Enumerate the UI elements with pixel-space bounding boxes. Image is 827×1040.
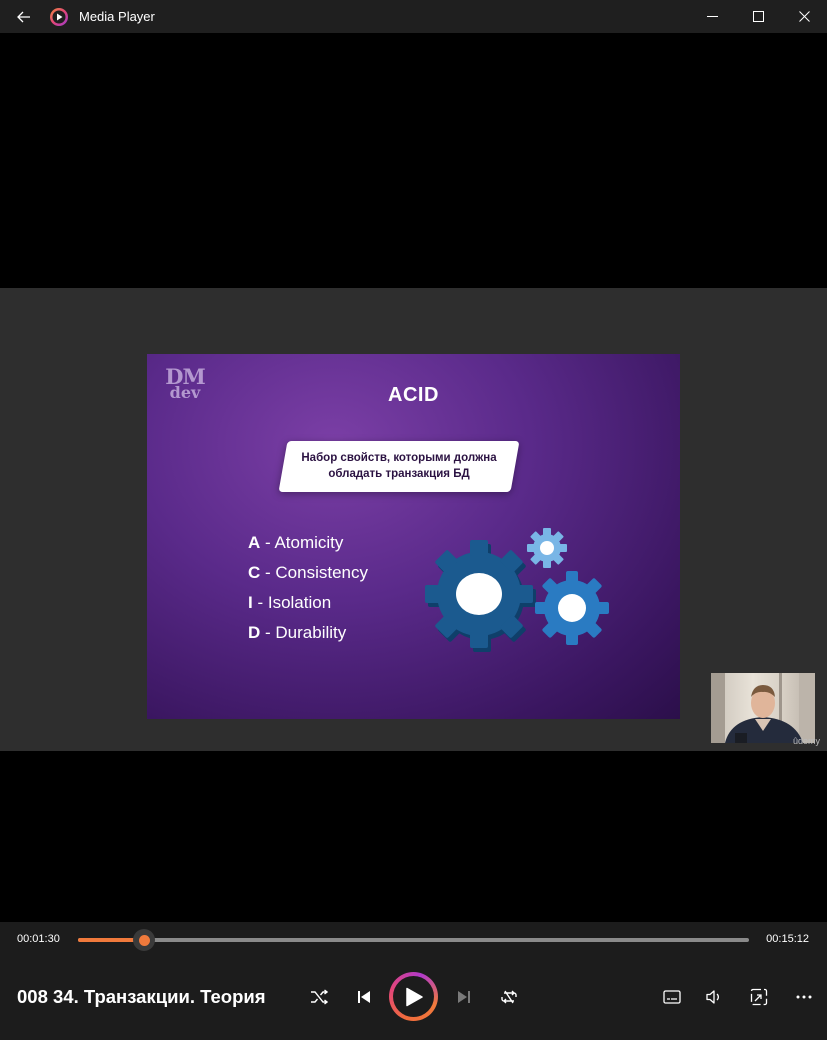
acid-label: - Atomicity	[260, 533, 344, 552]
minimize-button[interactable]	[689, 0, 735, 33]
seek-bar-progress	[78, 938, 145, 942]
udemy-watermark: ûdemy	[793, 736, 821, 746]
acid-label: - Isolation	[252, 593, 332, 612]
close-button[interactable]	[781, 0, 827, 33]
mini-player-icon	[750, 988, 768, 1006]
seek-bar[interactable]	[78, 929, 749, 951]
play-icon	[405, 987, 423, 1006]
app-logo-icon	[48, 6, 70, 28]
video-frame: DM dev ACID Набор свойств, которыми долж…	[0, 288, 827, 751]
next-button[interactable]	[452, 985, 476, 1009]
acid-letter: A	[248, 533, 261, 552]
volume-icon	[706, 990, 719, 1004]
subtitles-button[interactable]	[660, 985, 684, 1009]
seek-thumb[interactable]	[133, 929, 156, 951]
slide-logo-line1: DM	[165, 364, 205, 389]
acid-label: - Durability	[260, 623, 347, 642]
shuffle-icon	[311, 989, 328, 1005]
more-options-icon	[796, 995, 812, 999]
maximize-button[interactable]	[735, 0, 781, 33]
acid-item-isolation: I - Isolation	[248, 588, 368, 618]
acid-item-atomicity: A - Atomicity	[248, 528, 368, 558]
acid-list: A - Atomicity C - Consistency I - Isolat…	[248, 528, 368, 648]
acid-letter: D	[248, 623, 261, 642]
back-arrow-icon	[17, 11, 30, 22]
definition-text: Набор свойств, которыми должна обладать …	[301, 451, 497, 480]
acid-label: - Consistency	[260, 563, 368, 582]
repeat-button[interactable]	[497, 985, 521, 1009]
acid-item-durability: D - Durability	[248, 618, 368, 648]
now-playing-title: 008 34. Транзакции. Теория	[17, 986, 266, 1007]
presentation-slide: DM dev ACID Набор свойств, которыми долж…	[147, 354, 680, 719]
previous-button[interactable]	[352, 985, 376, 1009]
slide-logo: DM dev	[160, 364, 210, 402]
play-button[interactable]	[389, 972, 438, 1021]
title-bar: Media Player	[0, 0, 827, 33]
presenter-image	[711, 673, 815, 743]
minimize-icon	[706, 15, 718, 17]
close-icon	[798, 11, 810, 22]
next-icon	[458, 991, 470, 1003]
more-options-button[interactable]	[792, 985, 816, 1009]
maximize-icon	[752, 11, 764, 22]
shuffle-button[interactable]	[307, 985, 331, 1009]
slide-title: ACID	[388, 384, 439, 406]
total-time: 00:15:12	[766, 933, 809, 945]
player-controls: 00:01:30 00:15:12 008 34. Транзакции. Те…	[0, 922, 827, 1040]
back-button[interactable]	[0, 0, 48, 33]
acid-letter: I	[248, 593, 253, 612]
acid-letter: C	[248, 563, 261, 582]
acid-item-consistency: C - Consistency	[248, 558, 368, 588]
volume-button[interactable]	[702, 985, 726, 1009]
subtitles-icon	[663, 990, 681, 1004]
video-area[interactable]: DM dev ACID Набор свойств, которыми долж…	[0, 33, 827, 922]
play-button-inner	[393, 976, 434, 1017]
previous-icon	[358, 991, 370, 1003]
webcam-overlay	[711, 673, 815, 743]
slide-logo-line2: dev	[169, 382, 201, 402]
window-title: Media Player	[79, 9, 155, 24]
current-time: 00:01:30	[17, 933, 60, 945]
repeat-icon	[501, 990, 517, 1004]
gears-illustration-icon	[425, 528, 609, 652]
mini-player-button[interactable]	[747, 985, 771, 1009]
